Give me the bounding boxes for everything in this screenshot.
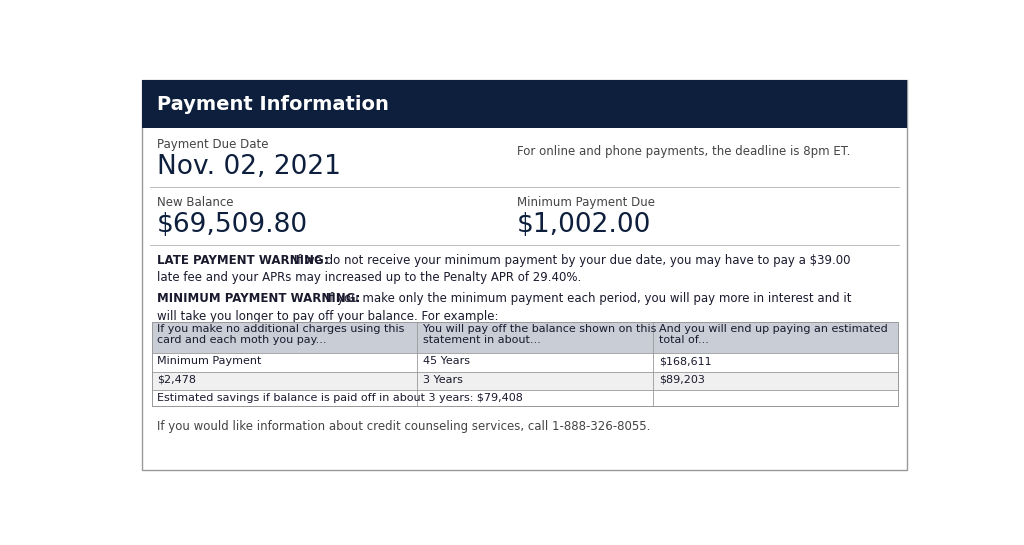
- Text: If you make only the minimum payment each period, you will pay more in interest : If you make only the minimum payment eac…: [322, 293, 851, 305]
- Text: $1,002.00: $1,002.00: [517, 213, 651, 238]
- Text: 45 Years: 45 Years: [423, 356, 470, 366]
- Text: For online and phone payments, the deadline is 8pm ET.: For online and phone payments, the deadl…: [517, 145, 850, 158]
- Text: Estimated savings if balance is paid off in about 3 years: $79,408: Estimated savings if balance is paid off…: [158, 393, 523, 403]
- FancyBboxPatch shape: [142, 80, 907, 470]
- Text: Nov. 02, 2021: Nov. 02, 2021: [157, 154, 340, 179]
- Text: 3 Years: 3 Years: [423, 374, 463, 385]
- Text: If we do not receive your minimum payment by your due date, you may have to pay : If we do not receive your minimum paymen…: [290, 254, 850, 267]
- Text: Payment Due Date: Payment Due Date: [157, 137, 268, 150]
- Text: You will pay off the balance shown on this: You will pay off the balance shown on th…: [423, 324, 656, 334]
- Text: Minimum Payment Due: Minimum Payment Due: [517, 196, 655, 209]
- Text: If you make no additional charges using this: If you make no additional charges using …: [158, 324, 404, 334]
- FancyBboxPatch shape: [142, 80, 907, 128]
- Text: total of...: total of...: [658, 335, 709, 345]
- Text: $69,509.80: $69,509.80: [157, 213, 307, 238]
- Text: And you will end up paying an estimated: And you will end up paying an estimated: [658, 324, 888, 334]
- Text: $89,203: $89,203: [658, 374, 705, 385]
- Text: $2,478: $2,478: [158, 374, 197, 385]
- FancyBboxPatch shape: [152, 372, 898, 390]
- Text: statement in about...: statement in about...: [423, 335, 541, 345]
- FancyBboxPatch shape: [152, 353, 898, 372]
- FancyBboxPatch shape: [152, 390, 898, 406]
- Text: MINIMUM PAYMENT WARNING:: MINIMUM PAYMENT WARNING:: [157, 293, 360, 305]
- Text: will take you longer to pay off your balance. For example:: will take you longer to pay off your bal…: [157, 310, 498, 323]
- Text: card and each moth you pay...: card and each moth you pay...: [158, 335, 327, 345]
- Text: $168,611: $168,611: [658, 356, 712, 366]
- Text: If you would like information about credit counseling services, call 1-888-326-8: If you would like information about cred…: [157, 420, 650, 433]
- FancyBboxPatch shape: [152, 322, 898, 353]
- Text: Payment Information: Payment Information: [157, 95, 388, 114]
- Text: Minimum Payment: Minimum Payment: [158, 356, 262, 366]
- Text: late fee and your APRs may increased up to the Penalty APR of 29.40%.: late fee and your APRs may increased up …: [157, 271, 581, 284]
- Text: New Balance: New Balance: [157, 196, 233, 209]
- Text: LATE PAYMENT WARNING:: LATE PAYMENT WARNING:: [157, 254, 329, 267]
